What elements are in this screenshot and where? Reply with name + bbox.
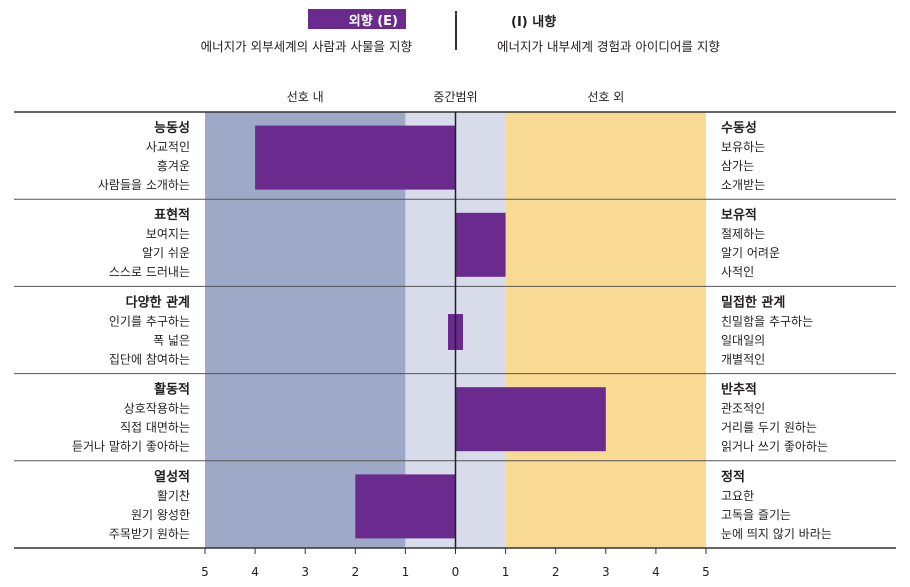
x-tick-label: 3 (602, 565, 610, 579)
right-facet-item: 개별적인 (721, 352, 765, 366)
x-tick-label: 1 (402, 565, 410, 579)
right-facet-item: 거리를 두기 원하는 (721, 421, 817, 435)
left-facet-title: 열성적 (154, 469, 190, 485)
x-tick-label: 4 (251, 565, 259, 579)
bar (355, 474, 456, 539)
right-facet-item: 읽거나 쓰기 좋아하는 (721, 440, 828, 454)
left-facet-item: 상호작용하는 (124, 402, 190, 416)
bar (455, 387, 606, 452)
right-facet-item: 눈에 띄지 않기 바라는 (721, 527, 832, 541)
right-facet-item: 친밀함을 추구하는 (721, 314, 813, 328)
zone-label: 선호 내 (287, 90, 324, 104)
left-facet-item: 인기를 추구하는 (109, 314, 190, 328)
left-facet-title: 활동적 (154, 382, 190, 398)
legend-introversion-label: (I) 내향 (511, 15, 557, 30)
right-facet-title: 밀접한 관계 (721, 294, 785, 310)
right-facet-item: 일대일의 (721, 333, 765, 347)
left-facet-item: 사람들을 소개하는 (98, 178, 190, 192)
bar (255, 125, 456, 190)
left-facet-item: 원기 왕성한 (131, 508, 190, 522)
left-facet-item: 폭 넓은 (153, 333, 190, 347)
legend-extraversion-description: 에너지가 외부세계의 사람과 사물을 지향 (200, 39, 412, 54)
x-tick-label: 3 (301, 565, 309, 579)
x-tick-label: 1 (502, 565, 510, 579)
left-facet-item: 알기 쉬운 (142, 246, 190, 260)
right-facet-item: 소개받는 (721, 178, 765, 192)
left-facet-item: 보여지는 (146, 227, 190, 241)
left-facet-item: 스스로 드러내는 (109, 265, 190, 279)
left-facet-item: 직접 대면하는 (120, 421, 190, 435)
legend-introversion-description: 에너지가 내부세계 경험과 아이디어를 지향 (497, 39, 720, 54)
right-facet-title: 수동성 (721, 121, 757, 136)
x-tick-label: 2 (552, 565, 560, 579)
x-tick-label: 5 (201, 565, 209, 579)
left-facet-title: 표현적 (154, 207, 190, 223)
x-tick-label: 0 (452, 565, 460, 579)
left-facet-item: 주목받기 원하는 (109, 527, 190, 541)
left-facet-title: 능동성 (154, 121, 190, 136)
legend-divider (455, 11, 457, 50)
zone-background (505, 112, 706, 548)
left-facet-item: 집단에 참여하는 (109, 352, 190, 366)
right-facet-title: 정적 (721, 469, 745, 485)
right-facet-item: 알기 어려운 (721, 246, 780, 260)
right-facet-item: 관조적인 (721, 402, 765, 416)
left-facet-title: 다양한 관계 (126, 294, 190, 310)
x-tick-label: 5 (702, 565, 710, 579)
right-facet-item: 삼가는 (721, 159, 754, 173)
right-facet-title: 보유적 (721, 207, 757, 223)
left-facet-item: 듣거나 말하기 좋아하는 (72, 440, 190, 454)
left-facet-item: 사교적인 (146, 140, 190, 154)
right-facet-item: 고독을 즐기는 (721, 508, 791, 522)
right-facet-title: 반추적 (721, 382, 757, 398)
x-tick-label: 4 (652, 565, 660, 579)
x-tick-label: 2 (351, 565, 359, 579)
right-facet-item: 고요한 (721, 489, 754, 503)
zone-label: 선호 외 (587, 90, 624, 104)
legend-extraversion-label: 외향 (E) (308, 9, 406, 29)
left-facet-item: 흥겨운 (157, 159, 190, 173)
left-facet-item: 활기찬 (157, 488, 190, 503)
right-facet-item: 절제하는 (721, 227, 765, 241)
bar (455, 212, 506, 277)
zone-label: 중간범위 (433, 90, 477, 104)
right-facet-item: 보유하는 (721, 140, 765, 154)
right-facet-item: 사적인 (721, 265, 754, 279)
